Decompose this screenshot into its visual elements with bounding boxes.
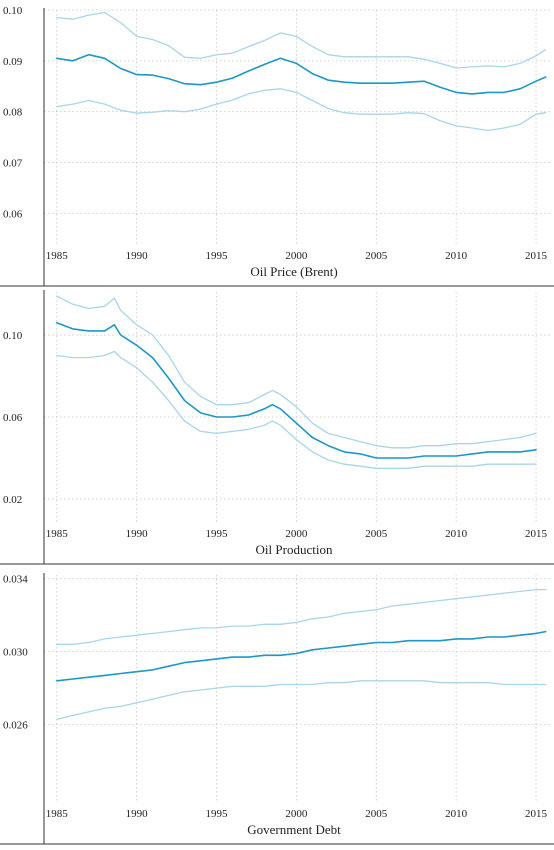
x-tick-label: 2010 <box>445 528 468 540</box>
panel-title-government-debt: Government Debt <box>247 822 341 837</box>
x-tick-label: 2005 <box>365 528 388 540</box>
x-tick-label: 2005 <box>365 808 388 820</box>
y-tick-label: 0.10 <box>3 5 23 17</box>
y-tick-label: 0.10 <box>3 330 23 342</box>
series-line-estimate <box>55 321 537 459</box>
y-tick-label: 0.09 <box>3 56 23 68</box>
y-tick-label: 0.08 <box>3 107 23 119</box>
x-tick-label: 2000 <box>285 250 308 262</box>
panel-title-oil-production: Oil Production <box>256 542 333 557</box>
panel-government-debt: Government Debt 1985 1990 1995 2000 2005 2010… <box>0 573 554 845</box>
x-tick-label: 1995 <box>206 250 229 262</box>
series-line-lower <box>56 350 537 469</box>
x-tick-label: 2015 <box>525 808 548 820</box>
x-tick-label: 1990 <box>126 808 149 820</box>
x-tick-label: 1990 <box>126 250 149 262</box>
series-line-upper <box>56 588 547 645</box>
x-tick-label: 1985 <box>46 250 69 262</box>
x-tick-label: 1990 <box>126 528 149 540</box>
y-tick-label: 0.06 <box>3 208 23 220</box>
panel-oil-production: Oil Production 1985 1990 1995 2000 2005 2010 2… <box>0 290 554 565</box>
series-line-upper <box>56 295 537 449</box>
series-line-lower <box>56 88 547 132</box>
x-tick-label: 2010 <box>445 808 468 820</box>
y-tick-label: 0.026 <box>3 720 28 732</box>
x-tick-label: 2015 <box>525 528 548 540</box>
series-line-estimate <box>55 53 547 95</box>
x-tick-label: 2010 <box>445 250 468 262</box>
x-tick-label: 2000 <box>285 808 308 820</box>
x-tick-label: 2005 <box>365 250 388 262</box>
y-tick-label: 0.06 <box>3 412 23 424</box>
x-tick-label: 1985 <box>46 808 69 820</box>
x-tick-label: 1985 <box>46 528 69 540</box>
series-line-estimate <box>55 630 547 682</box>
series-line-upper <box>56 11 547 69</box>
panel-oil-price: Oil Price (Brent) 1985 1990 1995 2000 2005 20… <box>0 5 554 287</box>
y-tick-label: 0.07 <box>3 158 23 170</box>
x-tick-label: 2015 <box>525 250 548 262</box>
x-tick-label: 1995 <box>206 528 229 540</box>
y-tick-label: 0.030 <box>3 647 28 659</box>
series-line-lower <box>56 680 547 720</box>
x-tick-label: 2000 <box>285 528 308 540</box>
panel-title-oil-price: Oil Price (Brent) <box>250 264 337 279</box>
y-tick-label: 0.02 <box>3 494 22 506</box>
x-tick-label: 1995 <box>206 808 229 820</box>
y-tick-label: 0.034 <box>3 574 28 586</box>
